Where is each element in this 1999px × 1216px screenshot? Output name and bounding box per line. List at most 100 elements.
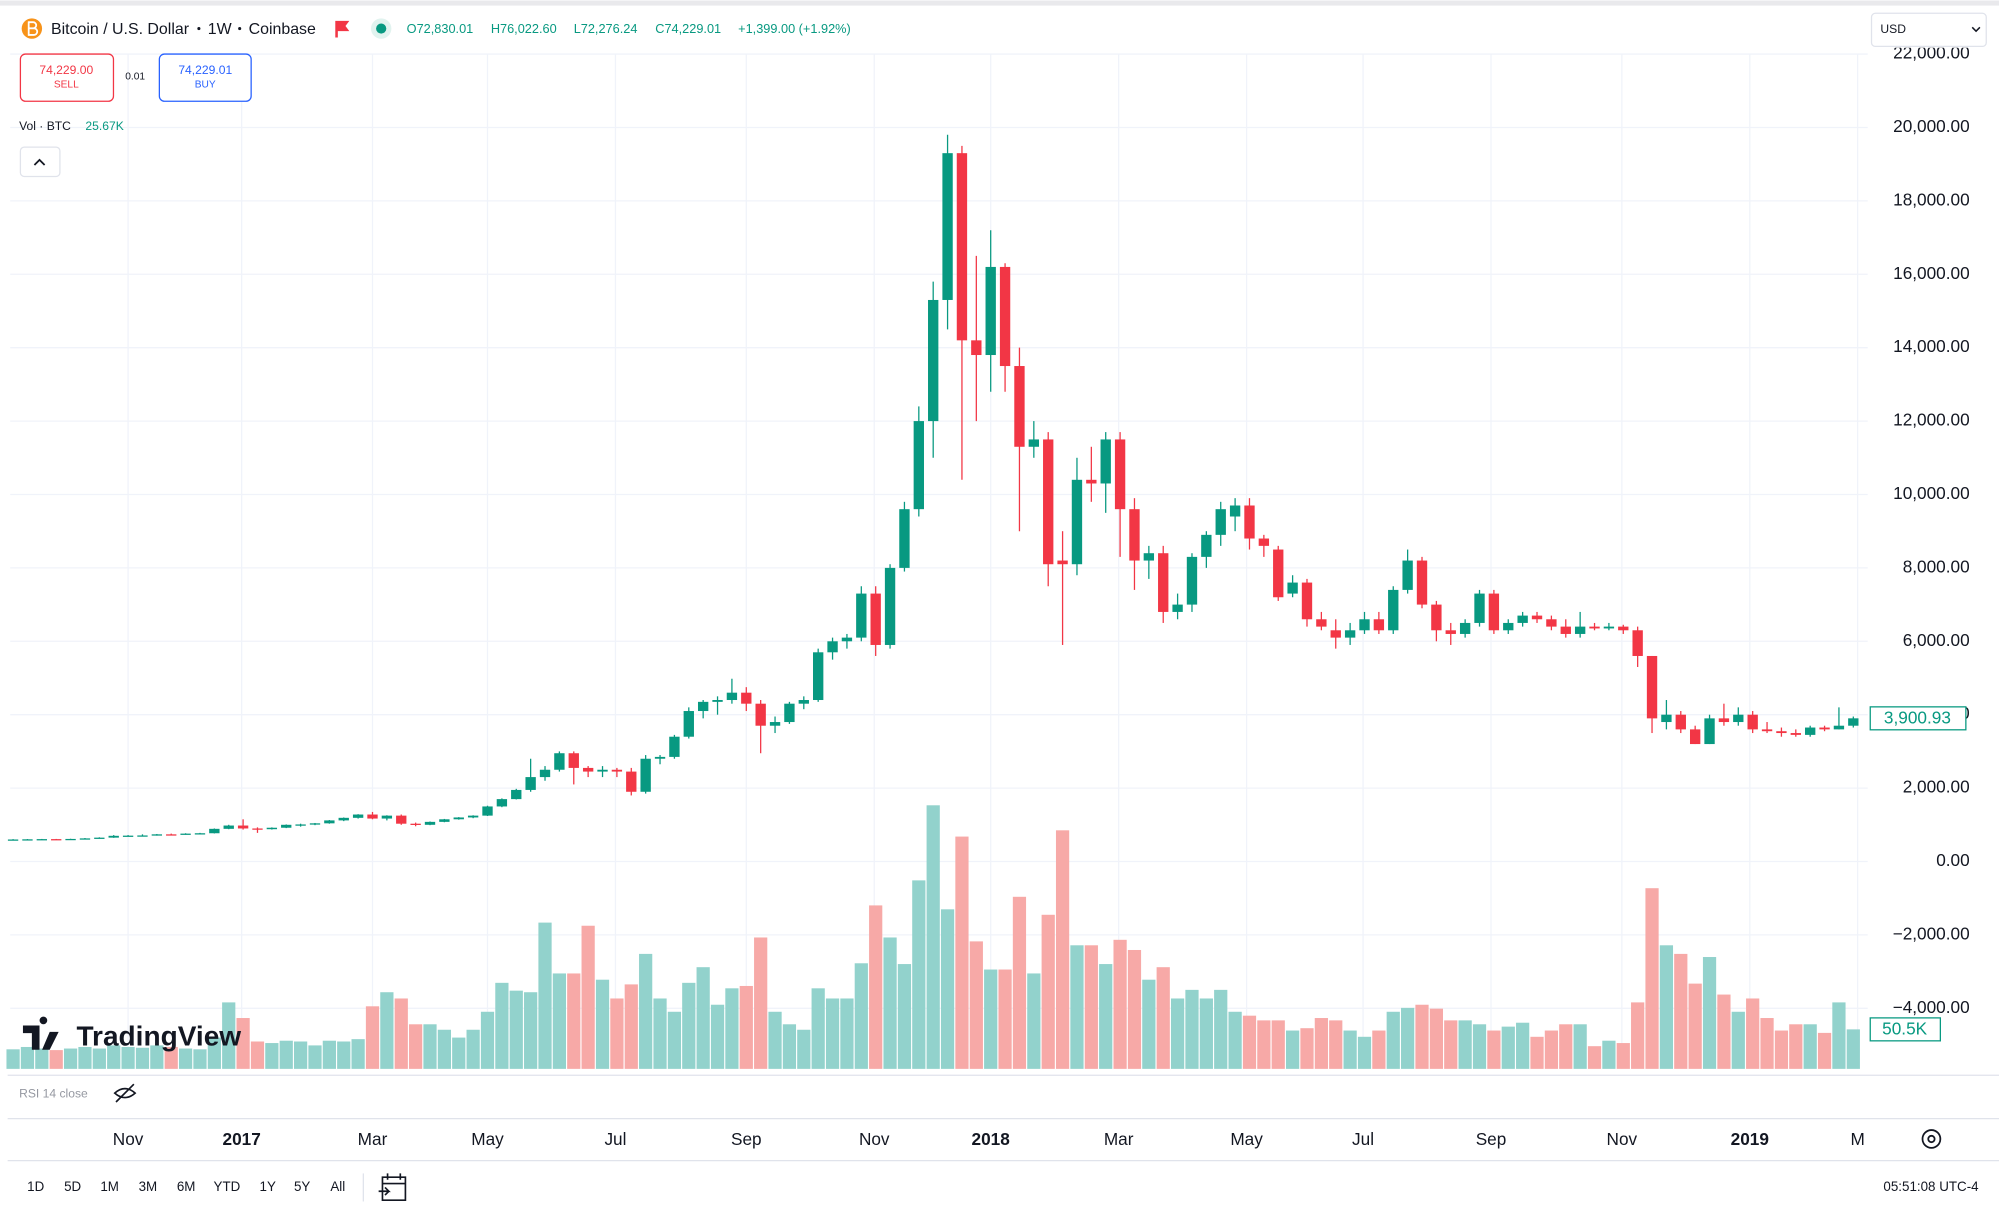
buy-label: BUY bbox=[195, 79, 216, 90]
rsi-label[interactable]: RSI 14 close bbox=[19, 1087, 88, 1101]
candle-body bbox=[1560, 626, 1571, 634]
volume-bar bbox=[1401, 1007, 1415, 1069]
candle-body bbox=[51, 839, 62, 841]
volume-bar bbox=[178, 1048, 193, 1069]
candle-body bbox=[1086, 479, 1097, 484]
candle-body bbox=[1531, 615, 1543, 620]
y-tick-label: 8,000.00 bbox=[1903, 556, 1970, 576]
open-value: O72,830.01 bbox=[407, 21, 474, 36]
sell-label: SELL bbox=[54, 79, 79, 90]
volume-value: 25.67K bbox=[85, 119, 123, 133]
volume-bar bbox=[1357, 1036, 1372, 1069]
candle-body bbox=[568, 753, 579, 768]
volume-bar bbox=[1789, 1024, 1803, 1069]
candle-body bbox=[209, 828, 220, 834]
high-value: H76,022.60 bbox=[491, 21, 557, 36]
volume-bar bbox=[1099, 964, 1113, 1069]
hide-icon[interactable] bbox=[113, 1083, 137, 1103]
candle-body bbox=[1416, 560, 1428, 605]
volume-bar bbox=[984, 969, 998, 1069]
candle-body bbox=[1388, 589, 1399, 631]
volume-bar bbox=[696, 967, 710, 1069]
candle-body bbox=[784, 703, 795, 723]
candle-body bbox=[439, 819, 450, 822]
volume-bar bbox=[1142, 979, 1156, 1069]
range-button[interactable]: 6M bbox=[177, 1179, 196, 1194]
volume-bar bbox=[1832, 1002, 1846, 1069]
volume-bar bbox=[423, 1024, 437, 1069]
candle-body bbox=[1589, 626, 1600, 629]
candle-body bbox=[640, 758, 651, 792]
candle-body bbox=[669, 736, 680, 757]
volume-bar bbox=[1343, 1030, 1357, 1069]
volume-bar bbox=[1516, 1022, 1530, 1069]
volume-bar bbox=[250, 1041, 265, 1069]
volume-bar bbox=[279, 1040, 293, 1069]
volume-bar bbox=[265, 1043, 279, 1069]
volume-bar bbox=[782, 1024, 797, 1069]
candle-body bbox=[424, 821, 436, 825]
range-button[interactable]: 1D bbox=[27, 1179, 44, 1194]
candle-body bbox=[22, 839, 33, 841]
currency-select[interactable] bbox=[1870, 12, 1987, 48]
y-tick-label: 16,000.00 bbox=[1893, 263, 1970, 283]
candle-body bbox=[856, 593, 867, 638]
volume-bar bbox=[1257, 1020, 1271, 1069]
volume-bar bbox=[538, 922, 552, 1069]
volume-bar bbox=[222, 1002, 236, 1069]
exchange[interactable]: Coinbase bbox=[249, 21, 316, 38]
range-button[interactable]: 5D bbox=[64, 1179, 81, 1194]
collapse-button[interactable] bbox=[19, 146, 61, 178]
volume-bar bbox=[1501, 1026, 1515, 1069]
date-range-icon[interactable] bbox=[378, 1173, 407, 1202]
candle-body bbox=[1603, 626, 1615, 629]
candle-body bbox=[338, 817, 349, 821]
volume-bar bbox=[466, 1029, 480, 1069]
candle-body bbox=[1718, 718, 1730, 723]
volume-bar bbox=[926, 805, 940, 1069]
candle-body bbox=[1359, 619, 1370, 631]
volume-bar bbox=[840, 998, 854, 1069]
symbol-glyph bbox=[27, 21, 39, 36]
candle-body bbox=[1776, 731, 1787, 734]
candle-body bbox=[956, 153, 968, 341]
candle-body bbox=[295, 824, 306, 826]
candle-body bbox=[1761, 729, 1773, 732]
candle-body bbox=[1819, 727, 1830, 730]
volume-bar bbox=[20, 1046, 35, 1069]
candle-body bbox=[180, 833, 191, 835]
range-button[interactable]: 3M bbox=[139, 1179, 158, 1194]
candle-body bbox=[1287, 582, 1298, 594]
volume-bar bbox=[1645, 888, 1659, 1069]
volume-bar bbox=[1573, 1024, 1587, 1069]
flag-icon[interactable] bbox=[335, 20, 350, 38]
symbol-name[interactable]: Bitcoin / U.S. Dollar bbox=[51, 21, 190, 38]
volume-bar bbox=[322, 1040, 336, 1069]
interval[interactable]: 1W bbox=[208, 21, 232, 38]
volume-bar bbox=[1688, 983, 1702, 1069]
y-tick-label: 20,000.00 bbox=[1893, 116, 1970, 136]
volume-bar bbox=[495, 982, 509, 1069]
candle-body bbox=[166, 834, 177, 836]
range-button[interactable]: 1Y bbox=[260, 1179, 276, 1194]
range-bar: 1D 5D 1M 3M 6M YTD 1Y 5Y All bbox=[27, 1179, 345, 1194]
range-button[interactable]: 5Y bbox=[294, 1179, 310, 1194]
candle-body bbox=[712, 700, 723, 702]
range-button[interactable]: All bbox=[330, 1179, 345, 1194]
sell-button[interactable] bbox=[19, 53, 115, 102]
candle-body bbox=[913, 421, 924, 510]
range-button[interactable]: YTD bbox=[214, 1179, 241, 1194]
candle-body bbox=[1661, 714, 1672, 723]
spread: 0.01 bbox=[125, 72, 145, 83]
settings-icon[interactable] bbox=[1921, 1129, 1942, 1149]
candle-body bbox=[1618, 626, 1629, 631]
volume-bar bbox=[567, 973, 581, 1069]
volume-bar bbox=[1214, 989, 1228, 1069]
range-button[interactable]: 1M bbox=[100, 1179, 119, 1194]
candle-body bbox=[396, 815, 407, 824]
candle-body bbox=[582, 767, 594, 772]
candle-body bbox=[928, 299, 939, 422]
volume-bar bbox=[581, 925, 595, 1069]
buy-button[interactable] bbox=[158, 53, 252, 102]
volume-bar bbox=[164, 1046, 178, 1069]
